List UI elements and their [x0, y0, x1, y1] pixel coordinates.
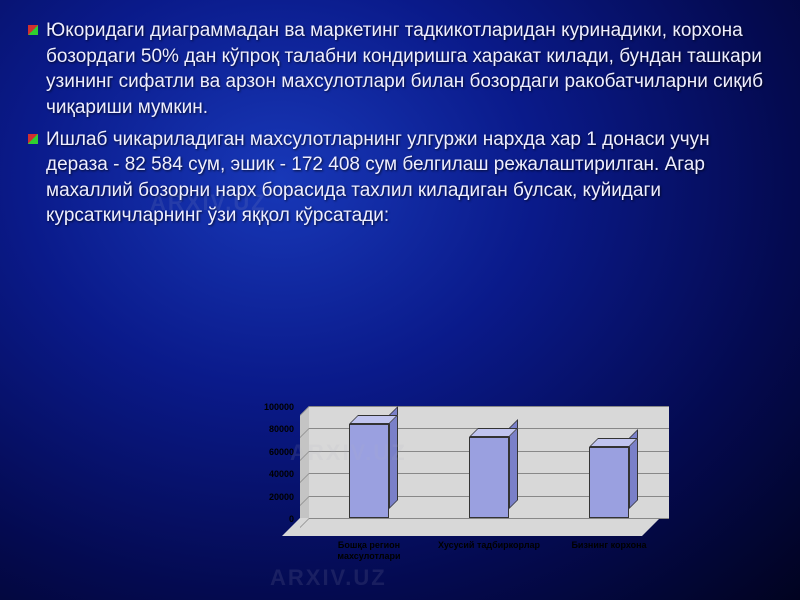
chart-xtick: Бизнинг корхона: [554, 540, 664, 551]
chart-sidewall: [300, 406, 309, 527]
chart-ytick: 100000: [244, 402, 294, 412]
paragraph-1: Юкоридаги диаграммадан ва маркетинг тадк…: [28, 18, 772, 121]
chart-bar: [589, 447, 629, 518]
chart-xtick: Хусусий тадбиркорлар: [434, 540, 544, 551]
chart-xtick: Бошқа регион махсулотлари: [314, 540, 424, 562]
chart-plot-area: [300, 406, 660, 536]
paragraph-2: Ишлаб чикариладиган махсулотларнинг улгу…: [28, 127, 772, 230]
chart-bar-front: [469, 437, 509, 518]
chart-bar-front: [349, 424, 389, 518]
chart-gridline: [309, 518, 669, 519]
chart-bar: [469, 437, 509, 518]
chart-ytick: 60000: [244, 447, 294, 457]
chart-ytick: 40000: [244, 469, 294, 479]
chart-ytick: 0: [244, 514, 294, 524]
chart-bar: [349, 424, 389, 518]
bullet-icon: [28, 25, 38, 35]
paragraph-1-text: Юкоридаги диаграммадан ва маркетинг тадк…: [46, 18, 772, 121]
bullet-icon: [28, 134, 38, 144]
chart-ytick: 20000: [244, 492, 294, 502]
price-bar-chart: 0 20000 40000 60000 80000 100000 Бошқа регион…: [240, 400, 680, 580]
chart-gridline: [309, 406, 669, 407]
paragraph-2-text: Ишлаб чикариладиган махсулотларнинг улгу…: [46, 127, 772, 230]
chart-bar-front: [589, 447, 629, 518]
chart-floor: [282, 518, 660, 536]
chart-ytick: 80000: [244, 424, 294, 434]
